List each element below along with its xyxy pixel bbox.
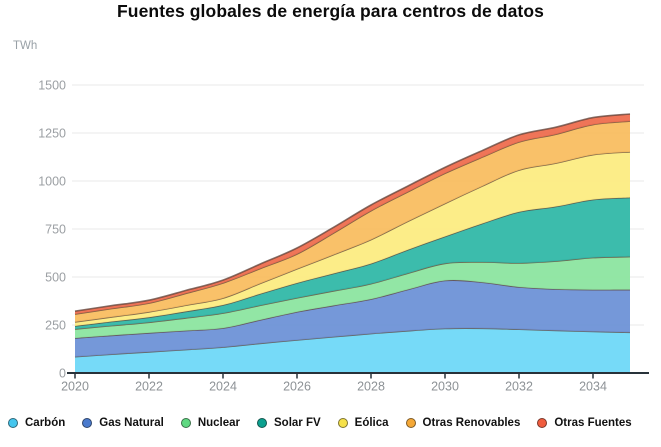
x-tick-label-2020: 2020 (61, 380, 89, 394)
area-gas-natural (75, 280, 630, 357)
x-tick-label-2024: 2024 (209, 380, 237, 394)
y-tick-label-0: 0 (59, 367, 66, 381)
y-tick-label-750: 750 (45, 223, 66, 237)
legend-label-eolica: Eólica (354, 417, 389, 429)
legend-dot-carbon (8, 418, 18, 428)
legend-item-carbon[interactable]: Carbón (8, 417, 65, 429)
legend-label-nuclear: Nuclear (197, 417, 240, 429)
area-carbon (75, 328, 630, 373)
y-tick-label-1000: 1000 (38, 175, 66, 189)
area-solar-fv (75, 197, 630, 329)
legend-dot-solar-fv (257, 418, 267, 428)
chart-legend: Carbón Gas Natural Nuclear Solar FV Eólica Ot… (8, 417, 656, 429)
boundary-otras-fuentes (74, 113, 631, 312)
legend-dot-eolica (337, 418, 348, 428)
y-tick-label-250: 250 (45, 319, 66, 333)
x-tick-label-2030: 2030 (431, 380, 459, 394)
y-tick-label-500: 500 (45, 271, 66, 285)
legend-dot-nuclear (180, 418, 191, 428)
stacked-area-chart: 2020 2022 2024 2026 2028 2030 2032 2034 0 250 500 7… (38, 79, 649, 394)
legend-item-otras-renovables[interactable]: Otras Renovables (405, 417, 521, 429)
area-otras-renovables (75, 121, 630, 322)
legend-label-otras-renovables: Otras Renovables (422, 417, 521, 429)
y-tick-label-1250: 1250 (38, 127, 66, 141)
chart-title: Fuentes globales de energía para centros… (117, 1, 544, 21)
legend-label-gas-natural: Gas Natural (99, 417, 164, 429)
x-tick-label-2028: 2028 (357, 380, 385, 394)
x-tick-label-2032: 2032 (505, 380, 533, 394)
legend-item-otras-fuentes[interactable]: Otras Fuentes (537, 417, 632, 429)
y-axis-unit-label: TWh (13, 40, 38, 52)
x-tick-label-2034: 2034 (579, 380, 607, 394)
x-tick-label-2022: 2022 (135, 380, 163, 394)
legend-label-otras-fuentes: Otras Fuentes (554, 417, 632, 429)
legend-label-carbon: Carbón (25, 417, 66, 429)
legend-dot-otras-fuentes (537, 418, 548, 428)
legend-item-gas-natural[interactable]: Gas Natural (82, 417, 164, 429)
legend-label-solar-fv: Solar FV (274, 417, 321, 429)
legend-dot-otras-renovables (405, 418, 416, 428)
x-tick-label-2026: 2026 (283, 380, 311, 394)
legend-dot-gas-natural (82, 418, 93, 428)
area-eolica (75, 151, 630, 326)
legend-item-eolica[interactable]: Eólica (337, 417, 389, 429)
legend-item-nuclear[interactable]: Nuclear (180, 417, 240, 429)
y-tick-label-1500: 1500 (38, 79, 66, 93)
area-nuclear (75, 256, 630, 339)
legend-item-solar-fv[interactable]: Solar FV (257, 417, 321, 429)
